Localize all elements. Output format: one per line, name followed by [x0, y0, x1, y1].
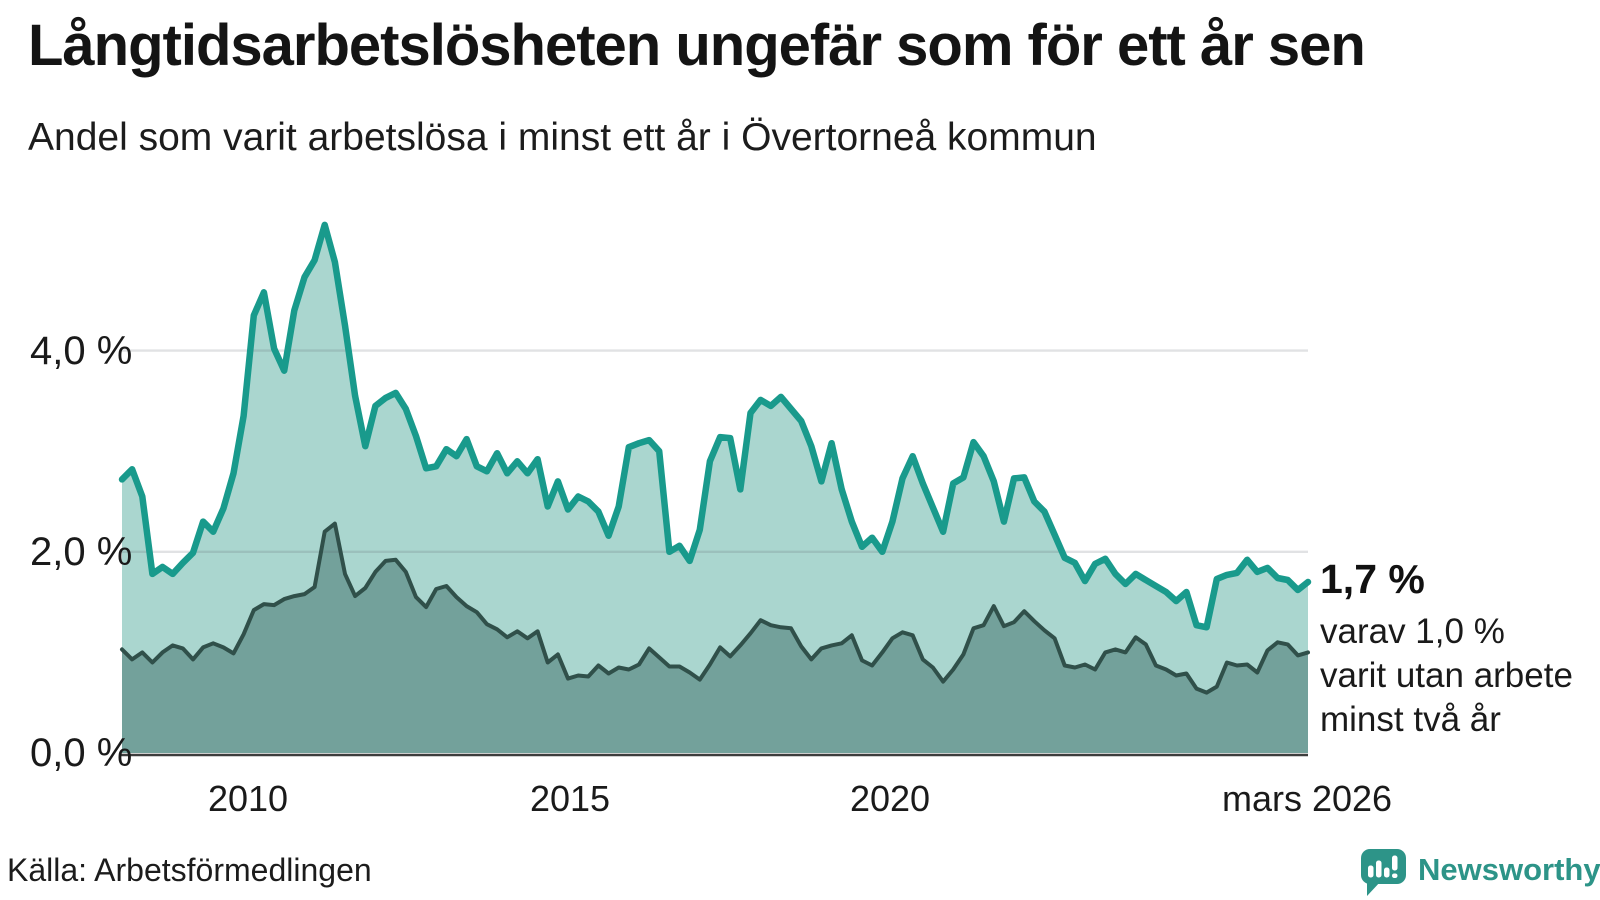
annotation-line: varit utan arbete [1320, 656, 1573, 695]
page-title: Långtidsarbetslösheten ungefär som för e… [28, 13, 1366, 78]
annotation-line: minst två år [1320, 700, 1501, 739]
line-unemployed-one-plus-year [118, 221, 1312, 631]
x-tick-label: 2015 [529, 778, 611, 819]
source-note: Källa: Arbetsförmedlingen [7, 852, 372, 888]
x-tick-label: 2020 [849, 778, 931, 819]
annotation-line: varav 1,0 % [1320, 612, 1505, 651]
y-tick-label: 0,0 % [30, 731, 133, 775]
y-tick-label: 2,0 % [30, 529, 133, 574]
end-value-label: 1,7 % [1320, 556, 1425, 602]
end-value-annotation: 1,7 % varav 1,0 % varit utan arbete mins… [1320, 556, 1590, 742]
x-tick-label: 2010 [207, 778, 289, 819]
end-value-sublabel: varav 1,0 % varit utan arbete minst två … [1320, 610, 1590, 742]
y-tick-label: 4,0 % [30, 328, 133, 373]
area-unemployed-two-plus-years [122, 523, 1308, 753]
chart-subtitle: Andel som varit arbetslösa i minst ett å… [28, 116, 1097, 159]
newsworthy-logo-text: Newsworthy [1418, 852, 1600, 887]
x-tick-label: mars 2026 [1221, 778, 1393, 819]
newsworthy-logo-icon [1361, 849, 1406, 896]
line-unemployed-two-plus-years [120, 521, 1310, 695]
newsworthy-logo: Newsworthy [1360, 848, 1600, 898]
